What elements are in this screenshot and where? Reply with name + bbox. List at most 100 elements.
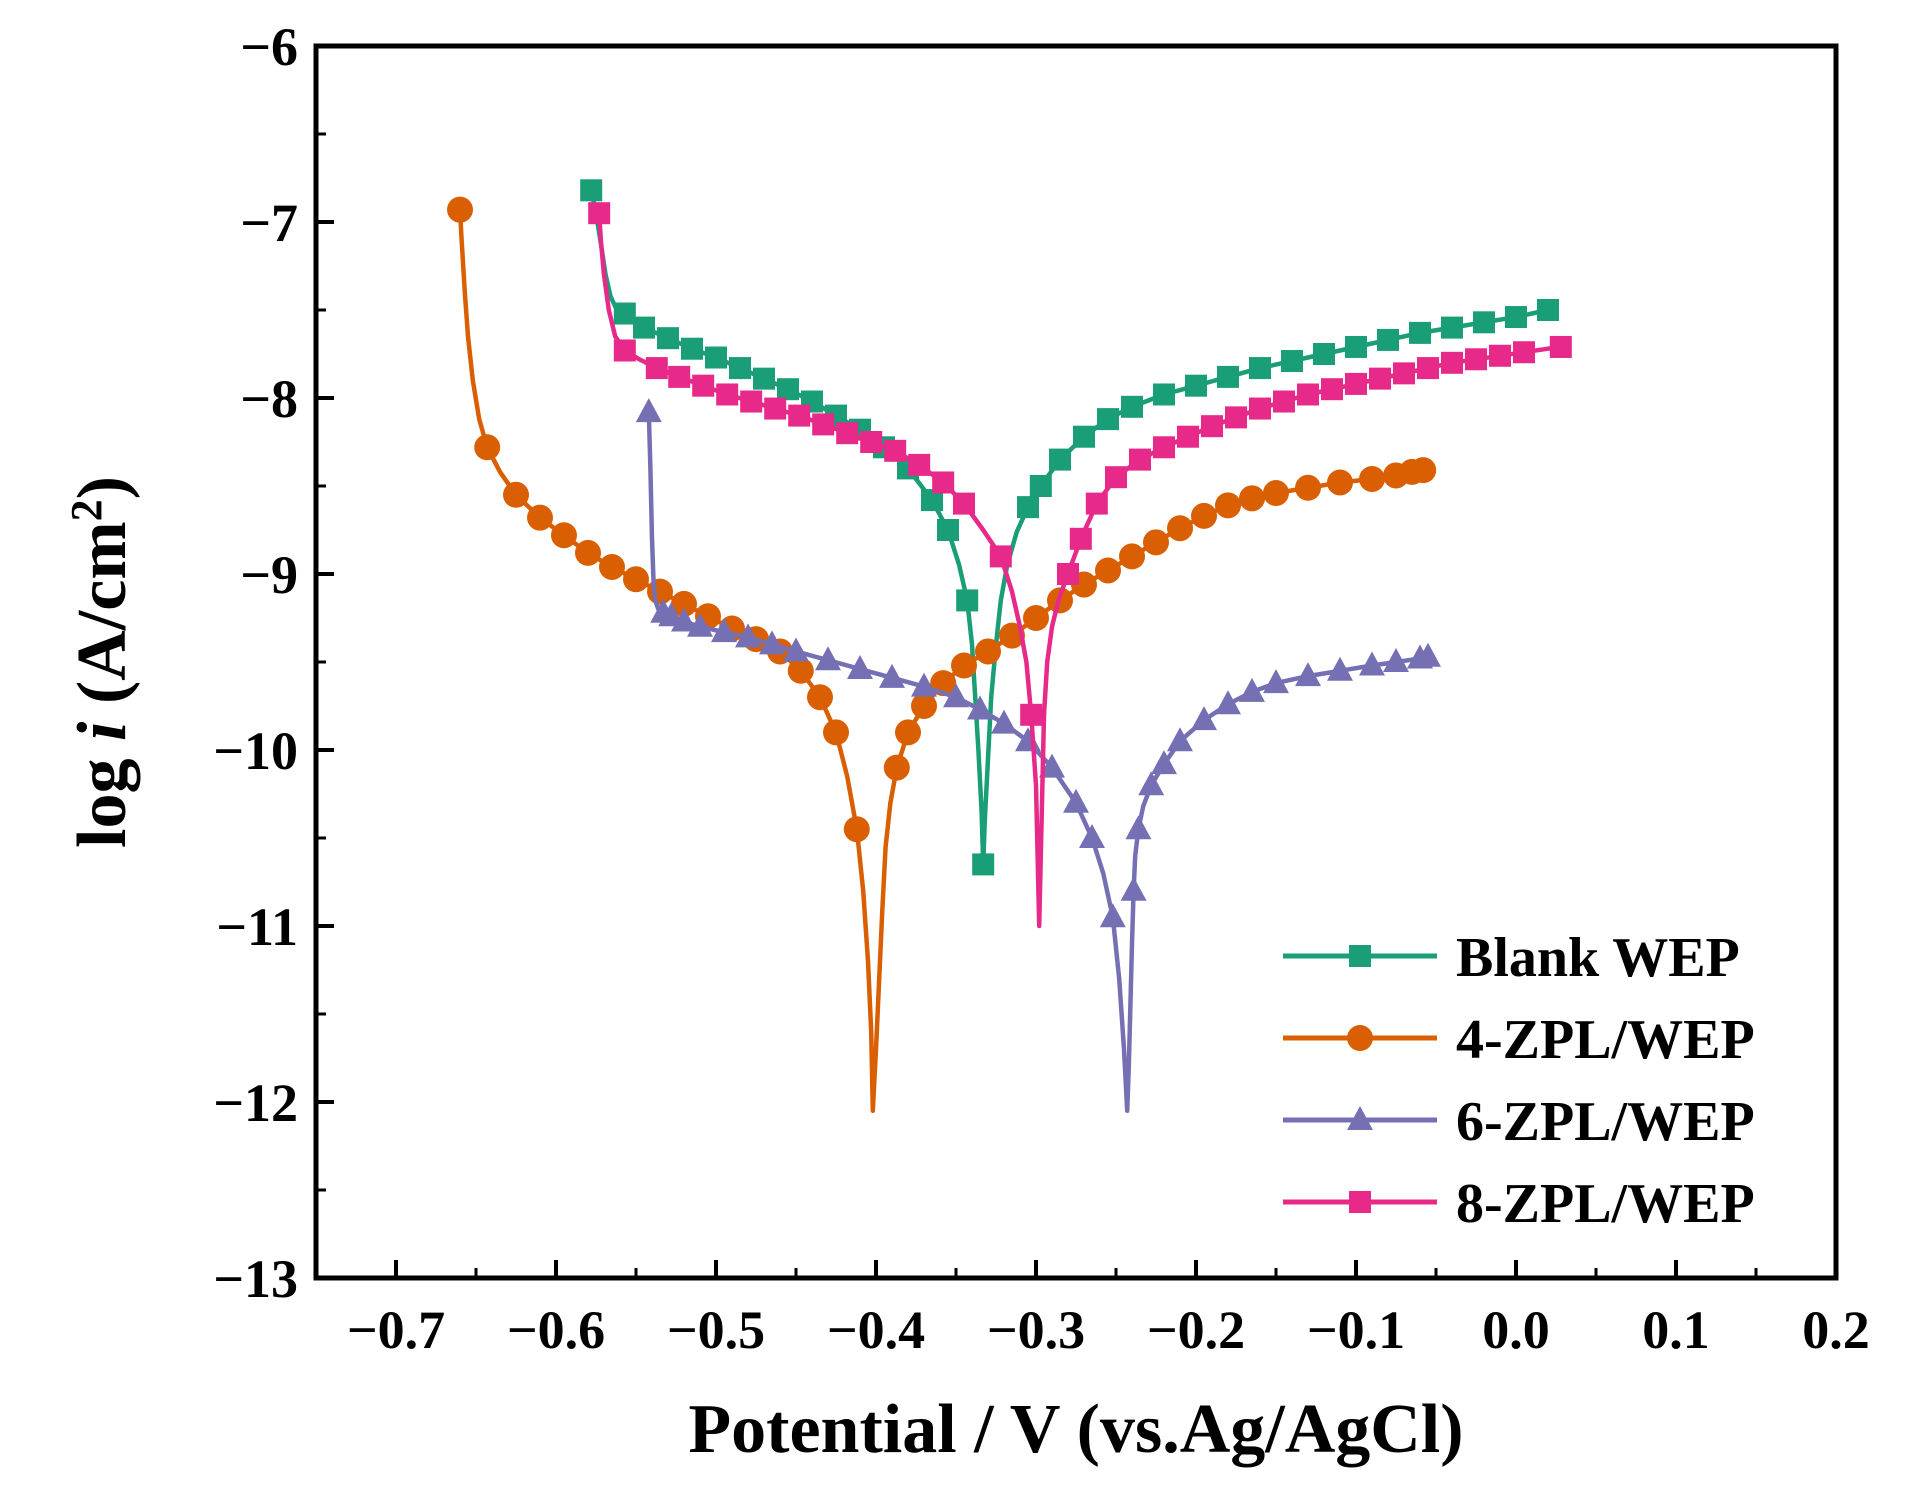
data-point-blank-wep	[1073, 425, 1095, 448]
data-point-blank-wep	[1249, 357, 1271, 380]
data-point-8-zpl-wep	[1020, 703, 1043, 726]
data-point-6-zpl-wep	[991, 709, 1017, 734]
data-point-8-zpl-wep	[1321, 378, 1343, 401]
legend-item-blank-wep: Blank WEP	[1283, 927, 1740, 989]
data-point-blank-wep	[956, 589, 979, 612]
data-point-blank-wep	[1377, 328, 1399, 351]
x-tick-label: 0.2	[1802, 1300, 1870, 1360]
data-point-4-zpl-wep	[895, 719, 921, 746]
data-point-8-zpl-wep	[1129, 448, 1151, 471]
legend-marker	[1347, 1025, 1373, 1051]
data-point-8-zpl-wep	[1441, 351, 1463, 374]
data-point-4-zpl-wep	[1239, 485, 1265, 512]
data-point-6-zpl-wep	[1167, 727, 1193, 752]
data-point-4-zpl-wep	[1191, 502, 1217, 529]
series-line-4-zpl-wep	[457, 207, 1426, 1114]
data-point-4-zpl-wep	[843, 816, 870, 843]
data-point-8-zpl-wep	[692, 374, 715, 397]
data-point-6-zpl-wep	[1120, 876, 1147, 901]
data-point-blank-wep	[729, 357, 751, 380]
data-point-8-zpl-wep	[1105, 466, 1127, 489]
data-point-8-zpl-wep	[908, 453, 931, 476]
data-point-blank-wep	[1185, 374, 1207, 397]
data-point-8-zpl-wep	[613, 339, 636, 362]
data-point-8-zpl-wep	[1489, 344, 1511, 367]
y-axis: −6 −7 −8 −9 −10 −11 −12 −13	[213, 17, 334, 1309]
data-point-4-zpl-wep	[911, 693, 937, 719]
data-point-4-zpl-wep	[1327, 469, 1353, 496]
data-point-8-zpl-wep	[716, 383, 739, 406]
y-tick-label: −12	[213, 1073, 298, 1133]
data-point-blank-wep	[972, 853, 995, 876]
data-point-6-zpl-wep	[1015, 727, 1041, 752]
y-axis-title: log i (A/cm2)	[62, 476, 141, 848]
data-point-4-zpl-wep	[1143, 529, 1169, 556]
data-point-blank-wep	[613, 302, 636, 325]
data-point-blank-wep	[937, 519, 959, 541]
data-point-4-zpl-wep	[671, 590, 697, 617]
y-tick-label: −7	[240, 193, 298, 253]
legend-item-6-zpl-wep: 6-ZPL/WEP	[1283, 1091, 1755, 1153]
plot-area	[447, 179, 1572, 1114]
data-point-8-zpl-wep	[932, 471, 955, 494]
y-axis-title-unit: (A/cm	[64, 521, 141, 721]
data-point-4-zpl-wep	[1410, 457, 1437, 484]
data-point-6-zpl-wep	[759, 630, 785, 655]
data-point-4-zpl-wep	[527, 504, 553, 531]
y-tick-label: −11	[216, 897, 298, 957]
data-point-4-zpl-wep	[975, 638, 1001, 665]
data-point-4-zpl-wep	[447, 196, 473, 223]
data-point-blank-wep	[1049, 448, 1071, 471]
data-point-8-zpl-wep	[645, 357, 668, 380]
data-point-4-zpl-wep	[787, 657, 814, 684]
legend-marker	[1349, 945, 1371, 967]
data-point-4-zpl-wep	[951, 652, 977, 679]
data-point-4-zpl-wep	[599, 553, 625, 580]
data-point-blank-wep	[1441, 316, 1463, 339]
y-axis-title-close: )	[64, 476, 141, 499]
data-point-6-zpl-wep	[735, 623, 761, 648]
data-point-blank-wep	[633, 316, 655, 339]
x-axis-title: Potential / V (vs.Ag/AgCl)	[688, 1391, 1463, 1468]
data-point-6-zpl-wep	[1099, 903, 1126, 928]
data-point-8-zpl-wep	[1201, 415, 1223, 438]
data-point-6-zpl-wep	[911, 672, 937, 697]
legend-marker	[1349, 1191, 1371, 1213]
series-6-zpl-wep	[635, 398, 1441, 1114]
data-point-8-zpl-wep	[1085, 492, 1108, 515]
data-point-4-zpl-wep	[1215, 492, 1241, 519]
data-point-8-zpl-wep	[989, 545, 1012, 568]
data-point-8-zpl-wep	[1393, 362, 1415, 385]
data-point-4-zpl-wep	[807, 684, 833, 711]
data-point-4-zpl-wep	[823, 719, 849, 746]
x-tick-label: 0.1	[1642, 1300, 1710, 1360]
x-tick-label: −0.7	[347, 1300, 445, 1360]
data-point-8-zpl-wep	[1225, 406, 1247, 429]
data-point-6-zpl-wep	[1327, 656, 1353, 681]
data-point-6-zpl-wep	[1079, 824, 1105, 848]
data-point-8-zpl-wep	[1513, 341, 1535, 364]
data-point-6-zpl-wep	[1295, 662, 1321, 687]
data-point-blank-wep	[1505, 306, 1527, 329]
data-point-blank-wep	[753, 367, 775, 390]
data-point-4-zpl-wep	[623, 566, 649, 593]
data-point-blank-wep	[1537, 299, 1559, 321]
data-point-4-zpl-wep	[1295, 474, 1321, 501]
legend-label: Blank WEP	[1456, 927, 1740, 989]
series-8-zpl-wep	[588, 202, 1572, 929]
data-point-6-zpl-wep	[1359, 651, 1385, 676]
data-point-blank-wep	[1217, 365, 1239, 388]
data-point-6-zpl-wep	[635, 398, 662, 423]
y-tick-label: −9	[240, 545, 298, 605]
data-point-6-zpl-wep	[671, 607, 697, 632]
data-point-blank-wep	[1345, 335, 1367, 358]
data-point-4-zpl-wep	[647, 578, 673, 605]
y-tick-label: −10	[213, 721, 298, 781]
data-point-4-zpl-wep	[883, 754, 910, 781]
data-point-blank-wep	[921, 489, 943, 512]
data-point-4-zpl-wep	[575, 539, 601, 566]
legend-marker	[1347, 1106, 1373, 1130]
data-point-8-zpl-wep	[1549, 335, 1572, 358]
data-point-8-zpl-wep	[1417, 357, 1439, 380]
